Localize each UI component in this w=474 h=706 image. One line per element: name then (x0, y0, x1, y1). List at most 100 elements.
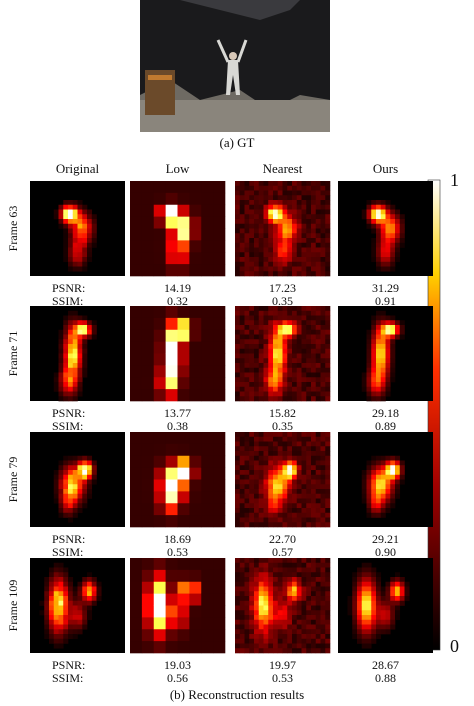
heatmap-cell (165, 491, 178, 504)
heatmap-cell (177, 569, 190, 583)
psnr-value: 14.19 (164, 281, 191, 295)
heatmap-cell (249, 558, 255, 564)
heatmap-cell (235, 643, 241, 649)
heatmap-cell (239, 339, 245, 345)
heatmap-cell (311, 386, 317, 392)
heatmap-cell (258, 522, 264, 528)
heatmap-cell (301, 498, 307, 504)
heatmap-cell (325, 638, 331, 644)
heatmap-cell (153, 581, 166, 594)
heatmap-cell (306, 517, 312, 523)
heatmap-cell (213, 377, 226, 390)
heatmap-cell (63, 455, 69, 461)
heatmap-cell (258, 436, 264, 442)
heatmap-cell (235, 261, 241, 267)
heatmap-cell (141, 605, 155, 618)
heatmap-cell (244, 209, 250, 215)
heatmap-cell (287, 567, 293, 573)
heatmap-cell (282, 493, 288, 499)
heatmap-cell (315, 493, 321, 499)
heatmap-cell (254, 465, 260, 471)
heatmap-cell (268, 339, 274, 345)
heatmap-cell (287, 219, 293, 225)
heatmap-cell (320, 382, 326, 388)
heatmap-cell (315, 325, 321, 331)
heatmap-cell (282, 522, 288, 528)
heatmap-cell (282, 396, 288, 402)
heatmap-cell (254, 310, 260, 316)
heatmap-cell (296, 339, 302, 345)
heatmap-cell (301, 377, 307, 383)
heatmap-cell (371, 581, 377, 587)
heatmap-cell (189, 467, 202, 480)
heatmap-cell (130, 581, 143, 594)
heatmap-cell (244, 643, 250, 649)
heatmap-cell (201, 306, 214, 319)
heatmap-cell (366, 377, 372, 383)
heatmap-cell (82, 223, 88, 229)
heatmap-cell (268, 271, 274, 277)
heatmap-cell (325, 242, 331, 248)
heatmap-cell (254, 512, 260, 518)
heatmap-cell (315, 391, 321, 397)
heatmap-cell (249, 493, 255, 499)
heatmap-cell (130, 216, 143, 229)
heatmap-cell (287, 223, 293, 229)
heatmap-cell (311, 446, 317, 452)
heatmap-cell (277, 436, 283, 442)
heatmap-cell (361, 577, 367, 583)
heatmap-cell (77, 200, 83, 206)
heatmap-cell (213, 491, 226, 504)
heatmap-cell (296, 586, 302, 592)
heatmap-cell (177, 317, 190, 331)
heatmap-cell (68, 204, 74, 210)
heatmap-cell (371, 391, 377, 397)
heatmap-cell (320, 600, 326, 606)
heatmap-cell (201, 593, 214, 606)
heatmap-cell (287, 648, 293, 654)
heatmap-cell (320, 503, 326, 509)
heatmap-cell (306, 233, 312, 239)
heatmap-cell (306, 615, 312, 621)
heatmap-cell (277, 577, 283, 583)
heatmap-cell (282, 367, 288, 373)
heatmap-cell (357, 610, 363, 616)
heatmap-cell (249, 455, 255, 461)
heatmap-cell (77, 363, 83, 369)
heatmap-cell (301, 605, 307, 611)
heatmap-cell (296, 624, 302, 630)
heatmap-cell (371, 629, 377, 635)
heatmap-cell (244, 233, 250, 239)
heatmap-cell (371, 386, 377, 392)
heatmap-cell (249, 195, 255, 201)
heatmap-cell (235, 619, 241, 625)
heatmap-cell (254, 577, 260, 583)
heatmap-cell (77, 329, 83, 335)
heatmap-cell (254, 190, 260, 196)
heatmap-cell (263, 648, 269, 654)
heatmap-cell (380, 339, 386, 345)
heatmap-cell (296, 219, 302, 225)
heatmap-cell (77, 498, 83, 504)
heatmap-cell (301, 432, 307, 438)
heatmap-cell (68, 238, 74, 244)
heatmap-cell (292, 344, 298, 350)
heatmap-cell (361, 624, 367, 630)
heatmap-cell (249, 610, 255, 616)
heatmap-cell (244, 386, 250, 392)
heatmap-cell (277, 446, 283, 452)
heatmap-cell (165, 443, 178, 457)
heatmap-cell (325, 586, 331, 592)
heatmap-cell (366, 572, 372, 578)
heatmap-cell (68, 320, 74, 326)
heatmap-cell (249, 247, 255, 253)
heatmap-cell (306, 596, 312, 602)
heatmap-cell (311, 367, 317, 373)
heatmap-cell (292, 470, 298, 476)
heatmap-cell (371, 200, 377, 206)
heatmap-cell (273, 200, 279, 206)
heatmap-cell (177, 503, 190, 516)
heatmap-cell (282, 562, 288, 568)
heatmap-cell (258, 643, 264, 649)
heatmap-cell (395, 572, 401, 578)
